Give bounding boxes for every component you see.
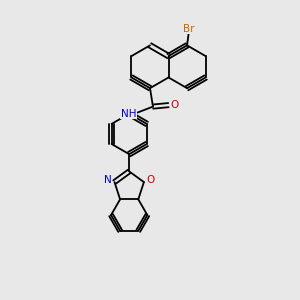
- Text: O: O: [146, 175, 154, 185]
- Text: NH: NH: [121, 109, 136, 119]
- Text: N: N: [104, 175, 112, 185]
- Text: Br: Br: [183, 24, 194, 34]
- Text: O: O: [170, 100, 178, 110]
